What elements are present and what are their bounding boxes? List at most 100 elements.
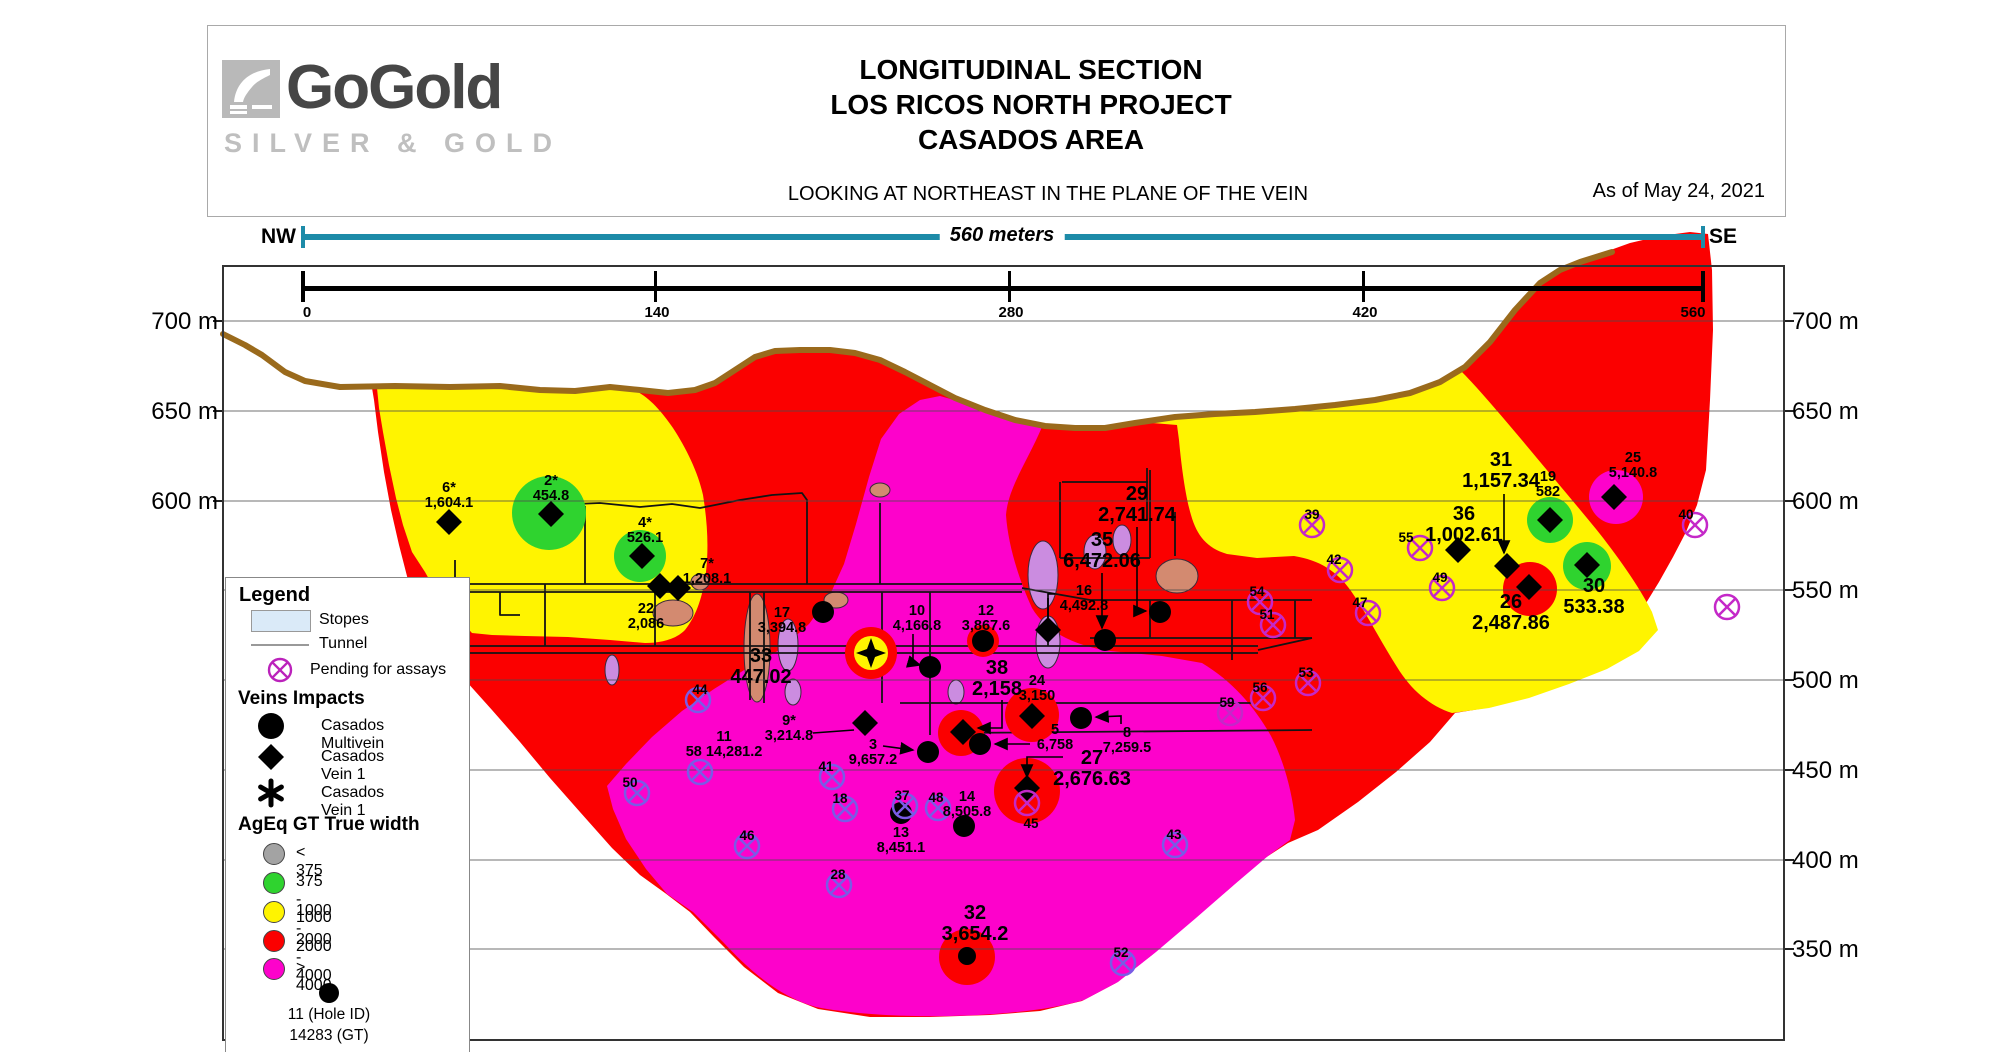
- hole-30-marker: [1574, 552, 1600, 578]
- grade-swatch-red: [263, 930, 285, 952]
- elevation-gridlines: [213, 320, 1794, 950]
- hole-17-marker: [812, 601, 834, 623]
- hole-30-label: 30 533.38: [1563, 575, 1625, 619]
- hole-14-label: 14 8,505.8: [943, 789, 991, 821]
- hole-16-label: 16 4,492.8: [1060, 583, 1108, 615]
- pending-hole-56: [1249, 684, 1277, 712]
- hole-27-id: 27: [1080, 747, 1104, 769]
- pending-hole-54-label: 54: [1249, 584, 1265, 599]
- label-leader-lines: [812, 494, 1511, 779]
- hole-24-label: 24 3,150: [1018, 673, 1056, 705]
- hole-17-id: 17: [773, 605, 791, 621]
- pending-hole-49: [1428, 574, 1456, 602]
- hole-33-label: 33 447.02: [730, 645, 791, 688]
- pending-hole-28-label: 28: [830, 867, 846, 882]
- pending-hole-47-label: 47: [1352, 595, 1368, 610]
- pending-hole-55-label: 55: [1398, 530, 1414, 545]
- hole-7-id: 7*: [700, 556, 714, 572]
- hole-7-label: 7* 1,208.1: [682, 556, 732, 588]
- pending-hole-59-label: 59: [1219, 695, 1235, 710]
- zone-yellow-right: [1140, 370, 1658, 713]
- distance-ruler: [301, 271, 1705, 302]
- hole-10-id: 10: [908, 603, 926, 619]
- pending-hole-47: [1354, 599, 1382, 627]
- hole-38-leader: [976, 700, 1003, 735]
- hole-24-gt-value: 3,150: [1018, 688, 1056, 705]
- hole-14-id: 14: [958, 789, 976, 805]
- tunnel-label: Tunnel: [319, 635, 368, 652]
- hole-30-gt-value: 533.38: [1563, 596, 1625, 619]
- pending-assays-icon: [267, 657, 293, 683]
- hole-2-id: 2*: [544, 473, 558, 489]
- hole-36-marker: [1445, 537, 1471, 563]
- map-title: LONGITUDINAL SECTION LOS RICOS NORTH PRO…: [830, 52, 1231, 157]
- hole-22-id: 22: [637, 601, 655, 617]
- hole-2-marker: [538, 501, 564, 527]
- hole-31-label: 31 1,157.34: [1462, 449, 1540, 493]
- scalebar-nw-label: NW: [261, 225, 296, 248]
- grade-swatch-magenta: [263, 958, 285, 980]
- elevation-label-right: 550 m: [1792, 577, 1859, 604]
- hole-8-gt-value: 7,259.5: [1102, 740, 1152, 757]
- elevation-label-right: 350 m: [1792, 936, 1859, 963]
- veins-impacts-title: Veins Impacts: [238, 688, 365, 709]
- hole-13-label: 13 8,451.1: [876, 825, 926, 857]
- diamond-marker-icon: [258, 744, 284, 770]
- hole-35-gt-value: 6,472.06: [1063, 550, 1141, 573]
- hole-13-gt-value: 8,451.1: [876, 840, 926, 857]
- elevation-label-left: 700 m: [151, 308, 218, 335]
- hole-7-gt-value: 1,208.1: [682, 571, 732, 588]
- hole-33-id: 33: [749, 645, 773, 667]
- grade-swatch-yellow: [263, 901, 285, 923]
- pending-hole-52-label: 52: [1113, 945, 1129, 960]
- pending-hole-45: [1013, 789, 1041, 817]
- pending-hole-43: [1161, 831, 1189, 859]
- hole-30-id: 30: [1582, 575, 1606, 597]
- hole-29-gt-value: 2,741.74: [1098, 504, 1176, 527]
- pending-hole-18-label: 18: [832, 791, 848, 806]
- hole-32-marker: [958, 947, 976, 965]
- hole-3-id: 3: [868, 737, 878, 753]
- hole-26-id: 26: [1499, 591, 1523, 613]
- hole-6-label: 6* 1,604.1: [425, 480, 473, 512]
- hole-16-leader: [1047, 593, 1055, 619]
- hole-3-gt-value: 9,657.2: [848, 752, 898, 769]
- hole-38-label: 38 2,158: [972, 657, 1022, 700]
- tunnel-swatch: [251, 644, 309, 646]
- hole-6-marker: [436, 509, 462, 535]
- scalebar-se-label: SE: [1709, 225, 1738, 248]
- hole-26-gt-value: 2,487.86: [1472, 612, 1550, 635]
- brand-name: GoGold: [286, 53, 503, 122]
- hole-19-id: 19: [1539, 469, 1557, 485]
- hole-19-gt-value: 582: [1535, 484, 1561, 501]
- hole-5-marker: [969, 733, 991, 755]
- hole-11-id: 11: [716, 729, 732, 745]
- pending-hole-40: [1681, 511, 1709, 539]
- hole-10-label: 10 4,166.8: [893, 603, 941, 635]
- hole-24-marker: [1019, 703, 1045, 729]
- pending-hole-39: [1298, 511, 1326, 539]
- hole-27-marker: [1014, 775, 1040, 801]
- hole-12-marker: [972, 630, 994, 652]
- hole-12-gt-value: 3,867.6: [961, 618, 1011, 635]
- scalebar-right-tick: [1701, 226, 1705, 248]
- pending-hole-50-label: 50: [622, 775, 638, 790]
- elevation-label-right: 450 m: [1792, 757, 1859, 784]
- hole-22-gt-value: 2,086: [627, 616, 665, 633]
- title-line-3: CASADOS AREA: [917, 124, 1145, 155]
- hole-14-marker: [953, 815, 975, 837]
- hole-31-gt-value: 1,157.34: [1462, 470, 1540, 493]
- hole-3-marker: [917, 741, 939, 763]
- scalebar-length-label: 560 meters: [939, 224, 1065, 247]
- elevation-label-right: 500 m: [1792, 667, 1859, 694]
- hole-35-marker: [1094, 629, 1116, 651]
- pending-hole-unlabeled: [1713, 593, 1741, 621]
- hole-9-leader: [812, 729, 855, 734]
- hole-16-id: 16: [1075, 583, 1093, 599]
- stopes-swatch: [251, 610, 311, 632]
- ruler-tick-label: 420: [1352, 304, 1378, 321]
- hole-35-id: 35: [1090, 529, 1114, 551]
- hole-17-label: 17 3,394.8: [758, 605, 806, 637]
- grade-swatch-green: [263, 872, 285, 894]
